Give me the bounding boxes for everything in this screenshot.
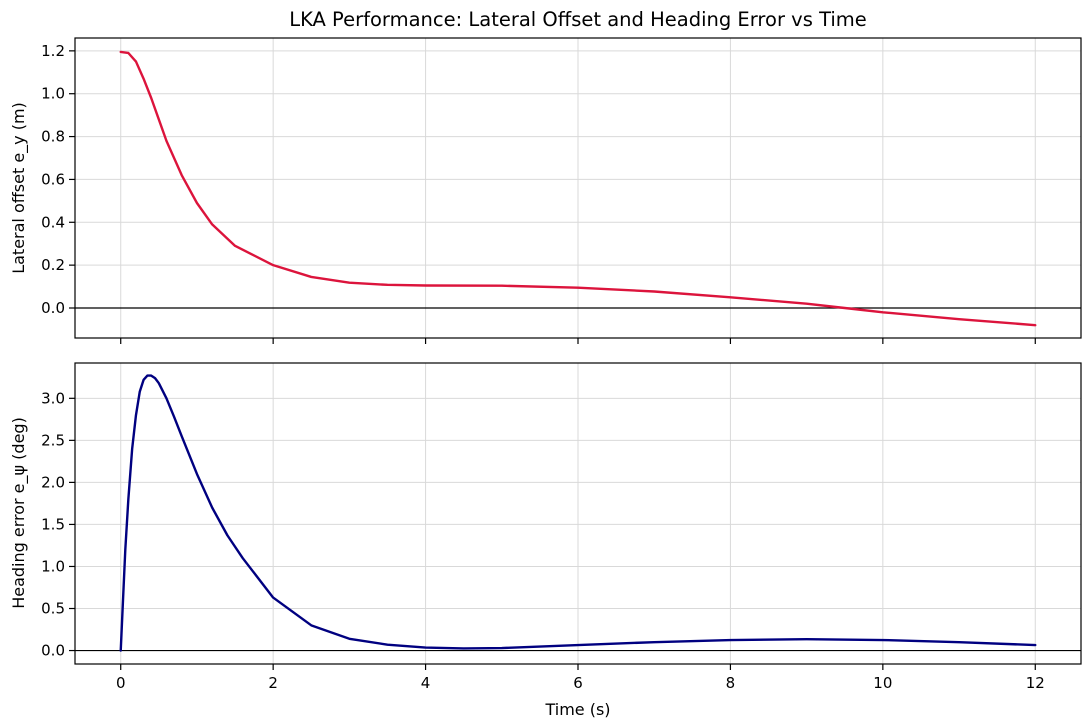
lateral-offset-ytick-label-4: 0.8 <box>41 128 65 146</box>
heading-error-ytick-label-1: 0.5 <box>41 600 65 618</box>
x-axis-label-time: Time (s) <box>544 700 610 719</box>
y-axis-label-lateral-offset: Lateral offset e_y (m) <box>9 102 29 274</box>
heading-error-panel: 0 2 4 6 8 10 12 0.0 0.5 1.0 1.5 2.0 2.5 3.0 <box>41 362 1082 692</box>
lateral-offset-series-line <box>119 50 1037 327</box>
chart-title: LKA Performance: Lateral Offset and Head… <box>289 8 867 31</box>
lateral-offset-ytick-label-1: 0.2 <box>41 256 65 274</box>
heading-error-xtick-label-5: 10 <box>873 674 892 692</box>
heading-error-xtick-label-6: 12 <box>1026 674 1045 692</box>
heading-error-xtick-label-3: 6 <box>573 674 583 692</box>
lateral-offset-panel: 0.0 0.2 0.4 0.6 0.8 1.0 1.2 <box>41 37 1082 344</box>
heading-error-xtick-label-4: 8 <box>726 674 736 692</box>
lateral-offset-ytick-label-6: 1.2 <box>41 42 65 60</box>
heading-error-ytick-label-2: 1.0 <box>41 557 65 575</box>
lateral-offset-ytick-label-3: 0.6 <box>41 170 65 188</box>
heading-error-ytick-label-4: 2.0 <box>41 473 65 491</box>
lateral-offset-ytick-label-2: 0.4 <box>41 213 65 231</box>
heading-error-ytick-label-6: 3.0 <box>41 389 65 407</box>
heading-error-xtick-label-0: 0 <box>116 674 126 692</box>
lateral-offset-ytick-label-5: 1.0 <box>41 85 65 103</box>
y-axis-label-heading-error: Heading error e_ψ (deg) <box>9 417 29 609</box>
heading-error-xtick-label-1: 2 <box>268 674 278 692</box>
heading-error-ytick-label-3: 1.5 <box>41 515 65 533</box>
heading-error-xtick-label-2: 4 <box>421 674 431 692</box>
heading-error-ytick-label-5: 2.5 <box>41 431 65 449</box>
heading-error-series-line <box>119 374 1037 652</box>
lateral-offset-ytick-label-0: 0.0 <box>41 299 65 317</box>
heading-error-ytick-label-0: 0.0 <box>41 642 65 660</box>
